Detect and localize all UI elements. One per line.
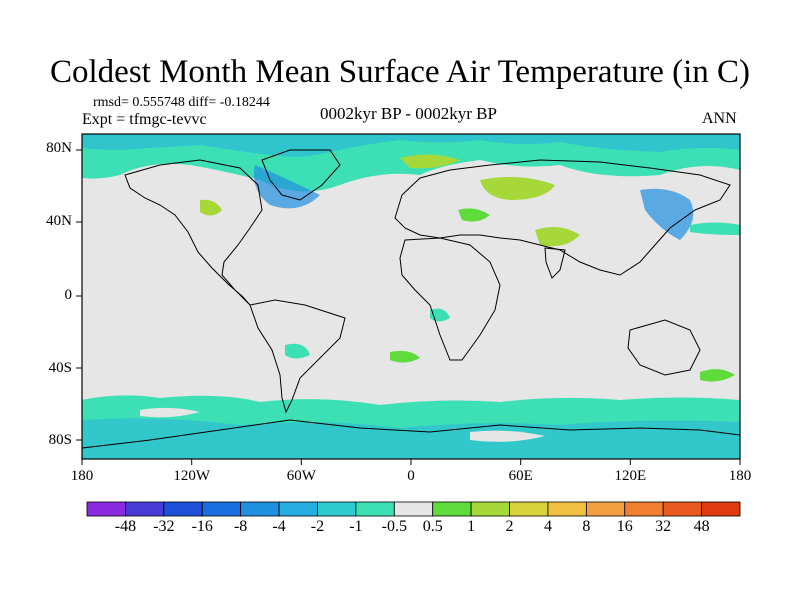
coast-south-america <box>249 299 346 414</box>
coast-antarctica <box>81 419 741 449</box>
period-label: 0002kyr BP - 0002kyr BP <box>320 104 497 123</box>
colorbar-swatch <box>317 501 357 517</box>
colorbar-swatch <box>470 501 510 517</box>
coast-australia <box>627 319 701 376</box>
colorbar-level-label: -1 <box>349 518 363 535</box>
colorbar-level-label: 48 <box>693 518 710 535</box>
colorbar-swatch <box>393 501 434 517</box>
colorbar-swatch <box>662 501 702 517</box>
colorbar <box>86 501 741 517</box>
colorbar-swatch <box>86 501 126 517</box>
experiment-label: Expt = tfmgc-tevvc <box>82 111 207 128</box>
colorbar-level-label: -2 <box>310 518 325 535</box>
lon-label-120w: 120W <box>173 468 211 484</box>
colorbar-swatch <box>547 501 587 517</box>
lon-label-60w: 60W <box>286 468 316 484</box>
colorbar-swatch <box>201 501 242 517</box>
colorbar-swatch <box>278 501 318 517</box>
field-south-gap2 <box>470 430 545 442</box>
colorbar-swatch <box>432 501 472 517</box>
colorbar-level-label: -16 <box>191 518 213 535</box>
field-arctic-green <box>400 154 460 169</box>
colorbar-level-label: -8 <box>233 518 248 535</box>
colorbar-swatch <box>355 501 395 517</box>
coast-india <box>544 247 566 279</box>
colorbar-swatch <box>509 501 549 517</box>
colorbar-level-label: -48 <box>114 518 137 535</box>
coastlines <box>81 149 741 449</box>
anomaly-fields <box>82 134 740 459</box>
field-na-green <box>200 199 222 216</box>
lon-label-180w: 180 <box>70 468 94 484</box>
field-pacific-blue <box>640 188 694 240</box>
lon-label-180e: 180 <box>728 468 752 484</box>
field-south-blue <box>82 418 740 459</box>
season-label: ANN <box>702 110 737 127</box>
lon-label-120e: 120E <box>614 468 647 484</box>
colorbar-level-label: -0.5 <box>381 518 407 535</box>
field-asia-green <box>535 226 580 247</box>
field-siberia-green <box>480 176 555 200</box>
colorbar-swatch <box>624 501 664 517</box>
map-panel <box>76 133 741 465</box>
field-eu-green <box>458 208 490 222</box>
colorbar-level-label: 16 <box>616 518 633 535</box>
coast-europe-asia <box>394 159 731 276</box>
lat-label-80s: 80S <box>48 432 72 448</box>
lat-label-0: 0 <box>64 287 73 303</box>
field-satl-green <box>390 350 420 363</box>
colorbar-level-label: 2 <box>505 518 514 535</box>
colorbar-level-label: 1 <box>467 518 476 535</box>
lat-label-80n: 80N <box>46 140 72 156</box>
colorbar-swatch <box>163 501 203 517</box>
tick-marks <box>76 149 741 465</box>
field-sa-cyan <box>285 343 310 359</box>
colorbar-swatch <box>125 501 165 517</box>
field-np-cyan <box>690 222 740 235</box>
colorbar-level-label: 4 <box>543 518 552 535</box>
lat-label-40n: 40N <box>46 213 72 229</box>
field-sp-green <box>700 369 735 382</box>
lon-label-60e: 60E <box>508 468 533 484</box>
field-south-gap1 <box>140 407 200 418</box>
field-north-blue <box>82 134 740 157</box>
chart-title: Coldest Month Mean Surface Air Temperatu… <box>50 54 750 90</box>
colorbar-level-label: -32 <box>153 518 175 535</box>
colorbar-level-label: 32 <box>655 518 672 535</box>
coast-africa <box>399 237 501 361</box>
colorbar-level-label: 8 <box>582 518 591 535</box>
stats-text: rmsd= 0.555748 diff= -0.18244 <box>93 95 270 110</box>
coast-greenland <box>261 149 341 201</box>
colorbar-swatch <box>240 501 280 517</box>
colorbar-level-label: 0.5 <box>422 518 443 535</box>
colorbar-swatch <box>585 501 626 517</box>
colorbar-swatch <box>701 501 741 517</box>
coast-north-america <box>124 159 263 306</box>
lat-label-40s: 40S <box>48 360 72 376</box>
lon-label-0: 0 <box>407 468 415 484</box>
colorbar-level-label: -4 <box>272 518 286 535</box>
field-africa-cyan <box>430 308 450 322</box>
